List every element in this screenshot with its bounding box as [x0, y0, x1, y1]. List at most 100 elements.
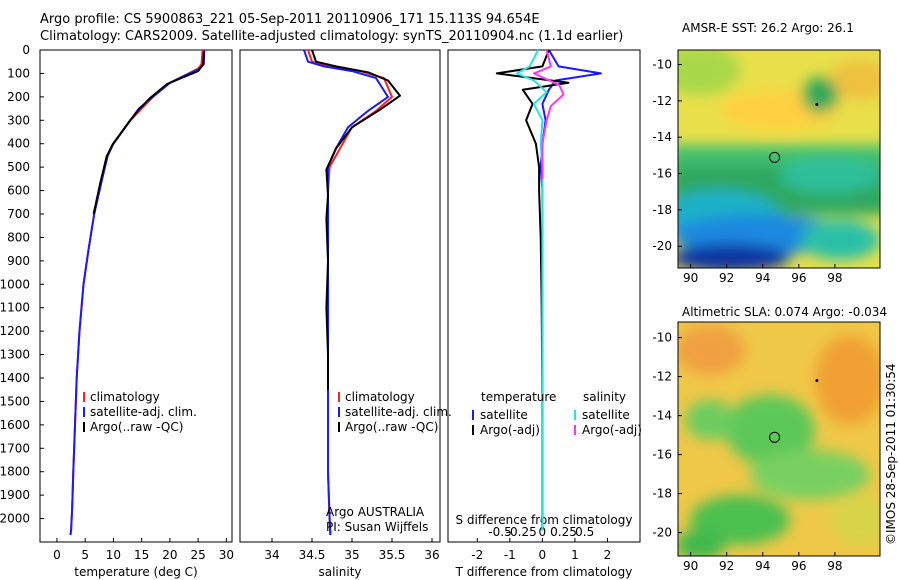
temperature-legend-label: Argo(..raw -QC) — [90, 420, 183, 434]
temperature-tick-label: 10 — [106, 548, 121, 562]
depth-tick-label: 1800 — [0, 465, 30, 479]
sst-map-y-tick-label: -18 — [652, 203, 672, 217]
salinity-tick-label: 36 — [424, 548, 439, 562]
depth-tick-label: 1500 — [0, 394, 30, 408]
sla-map-x-tick-label: 96 — [791, 559, 806, 573]
temperature-line-1 — [69, 49, 206, 536]
sla-map-y-tick-label: -12 — [652, 370, 672, 384]
salinity-line-2 — [311, 49, 401, 390]
temperature-tick-label: 20 — [162, 548, 177, 562]
sst-map-title: AMSR-E SST: 26.2 Argo: 26.1 — [682, 21, 854, 35]
sst-map-field — [678, 50, 880, 268]
temperature-tick-label: 25 — [190, 548, 205, 562]
figure-title-line1: Argo profile: CS 5900863_221 05-Sep-2011… — [40, 12, 540, 27]
sla-map-y-tick-label: -14 — [652, 409, 672, 423]
depth-tick-label: 2000 — [0, 512, 30, 526]
depth-tick-label: 1200 — [0, 324, 30, 338]
depth-tick-label: 300 — [7, 113, 30, 127]
depth-tick-label: 1100 — [0, 301, 30, 315]
temperature-legend-label: satellite-adj. clim. — [90, 405, 197, 419]
sst-map-y-tick-label: -14 — [652, 130, 672, 144]
t-difference-tick-label: 1 — [571, 548, 579, 562]
salinity-tick-label: 34.5 — [299, 548, 326, 562]
difference-legend-label: satellite — [582, 408, 630, 422]
difference-line-2 — [516, 49, 548, 531]
t-difference-tick-label: 2 — [604, 548, 612, 562]
t-difference-axis-label: T difference from climatology — [455, 565, 633, 579]
temperature-axis-label: temperature (deg C) — [74, 565, 197, 579]
temperature-plot-frame — [39, 49, 233, 543]
s-difference-tick-label: -0.25 — [506, 525, 537, 539]
temperature-legend-label: climatology — [90, 390, 160, 404]
sst-map-frame — [677, 49, 881, 269]
salinity-tick-label: 35 — [344, 548, 359, 562]
temperature-line-0 — [69, 49, 204, 536]
sst-map-track-point — [815, 103, 819, 106]
salinity-tick-label: 35.5 — [379, 548, 406, 562]
sla-map-title: Altimetric SLA: 0.074 Argo: -0.034 — [682, 305, 887, 319]
salinity-plot-frame — [239, 49, 441, 543]
sla-map-frame — [677, 321, 881, 557]
depth-tick-label: 1300 — [0, 348, 30, 362]
salinity-annotation-line2: PI: Susan Wijffels — [326, 520, 428, 534]
difference-line-3 — [532, 49, 565, 179]
sst-map-x-tick-label: 94 — [755, 271, 770, 285]
depth-tick-label: 1000 — [0, 277, 30, 291]
difference-line-1 — [495, 49, 570, 531]
sla-map-argo-marker — [769, 431, 781, 443]
salinity-annotation-line1: Argo AUSTRALIA — [326, 505, 425, 519]
salinity-axis-label: salinity — [318, 565, 361, 579]
s-difference-tick-label: 0.5 — [575, 525, 594, 539]
temperature-tick-label: 30 — [219, 548, 234, 562]
difference-legend-title-salinity: salinity — [583, 390, 626, 404]
salinity-legend-label: satellite-adj. clim. — [345, 405, 452, 419]
sst-map-y-tick-label: -12 — [652, 94, 672, 108]
depth-tick-label: 700 — [7, 207, 30, 221]
t-difference-tick-label: -1 — [504, 548, 516, 562]
salinity-legend-label: climatology — [345, 390, 415, 404]
sst-map-y-tick-label: -16 — [652, 167, 672, 181]
depth-tick-label: 600 — [7, 184, 30, 198]
imos-timestamp: ©IMOS 28-Sep-2011 01:30:54 — [884, 363, 898, 545]
salinity-tick-label: 34 — [264, 548, 279, 562]
depth-tick-label: 1400 — [0, 371, 30, 385]
temperature-tick-label: 5 — [81, 548, 89, 562]
difference-legend-label: Argo(-adj) — [480, 423, 540, 437]
depth-tick-label: 1900 — [0, 488, 30, 502]
depth-tick-label: 100 — [7, 66, 30, 80]
s-difference-tick-label: -0.5 — [488, 525, 511, 539]
depth-tick-label: 1600 — [0, 418, 30, 432]
sla-map-y-tick-label: -18 — [652, 487, 672, 501]
difference-legend-label: Argo(-adj) — [582, 423, 642, 437]
sst-map-y-tick-label: -10 — [652, 58, 672, 72]
sla-map-field — [678, 322, 880, 556]
difference-plot-frame — [447, 49, 641, 543]
salinity-legend-label: Argo(..raw -QC) — [345, 420, 438, 434]
sst-map-x-tick-label: 92 — [719, 271, 734, 285]
difference-legend-label: satellite — [480, 408, 528, 422]
sla-map-x-tick-label: 92 — [719, 559, 734, 573]
sst-map-x-tick-label: 98 — [827, 271, 842, 285]
sla-map-y-tick-label: -10 — [652, 331, 672, 345]
salinity-line-0 — [307, 49, 393, 536]
depth-tick-label: 0 — [22, 43, 30, 57]
sla-map-x-tick-label: 98 — [827, 559, 842, 573]
depth-tick-label: 400 — [7, 137, 30, 151]
depth-tick-label: 1700 — [0, 441, 30, 455]
sst-map-y-tick-label: -20 — [652, 239, 672, 253]
difference-legend-title-temperature: temperature — [481, 390, 556, 404]
t-difference-tick-label: 0 — [539, 548, 547, 562]
salinity-line-1 — [303, 49, 389, 536]
temperature-line-2 — [92, 51, 205, 215]
difference-line-0 — [539, 49, 602, 531]
sst-map-argo-marker — [769, 151, 781, 163]
figure-title-line2: Climatology: CARS2009. Satellite-adjuste… — [40, 29, 624, 44]
depth-tick-label: 500 — [7, 160, 30, 174]
sla-map-x-tick-label: 94 — [755, 559, 770, 573]
temperature-tick-label: 0 — [53, 548, 61, 562]
sla-map-x-tick-label: 90 — [683, 559, 698, 573]
sst-map-x-tick-label: 90 — [683, 271, 698, 285]
temperature-tick-label: 15 — [134, 548, 149, 562]
sst-map-x-tick-label: 96 — [791, 271, 806, 285]
